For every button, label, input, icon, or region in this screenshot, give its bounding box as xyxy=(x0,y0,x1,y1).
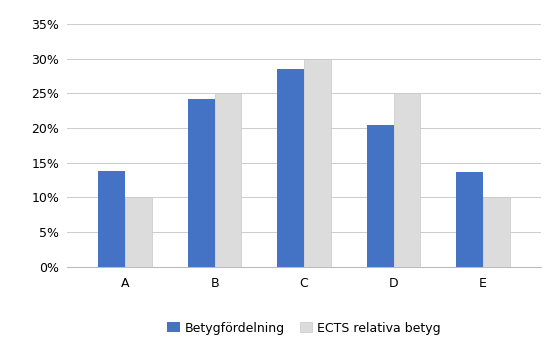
Legend: Betygfördelning, ECTS relativa betyg: Betygfördelning, ECTS relativa betyg xyxy=(162,317,446,340)
Bar xyxy=(483,197,510,267)
Bar xyxy=(98,171,125,267)
Bar xyxy=(367,124,393,267)
Bar xyxy=(188,99,215,267)
Bar xyxy=(393,93,420,267)
Bar xyxy=(215,93,242,267)
Bar xyxy=(125,197,152,267)
Bar xyxy=(277,69,304,267)
Bar xyxy=(304,59,331,267)
Bar xyxy=(456,172,483,267)
